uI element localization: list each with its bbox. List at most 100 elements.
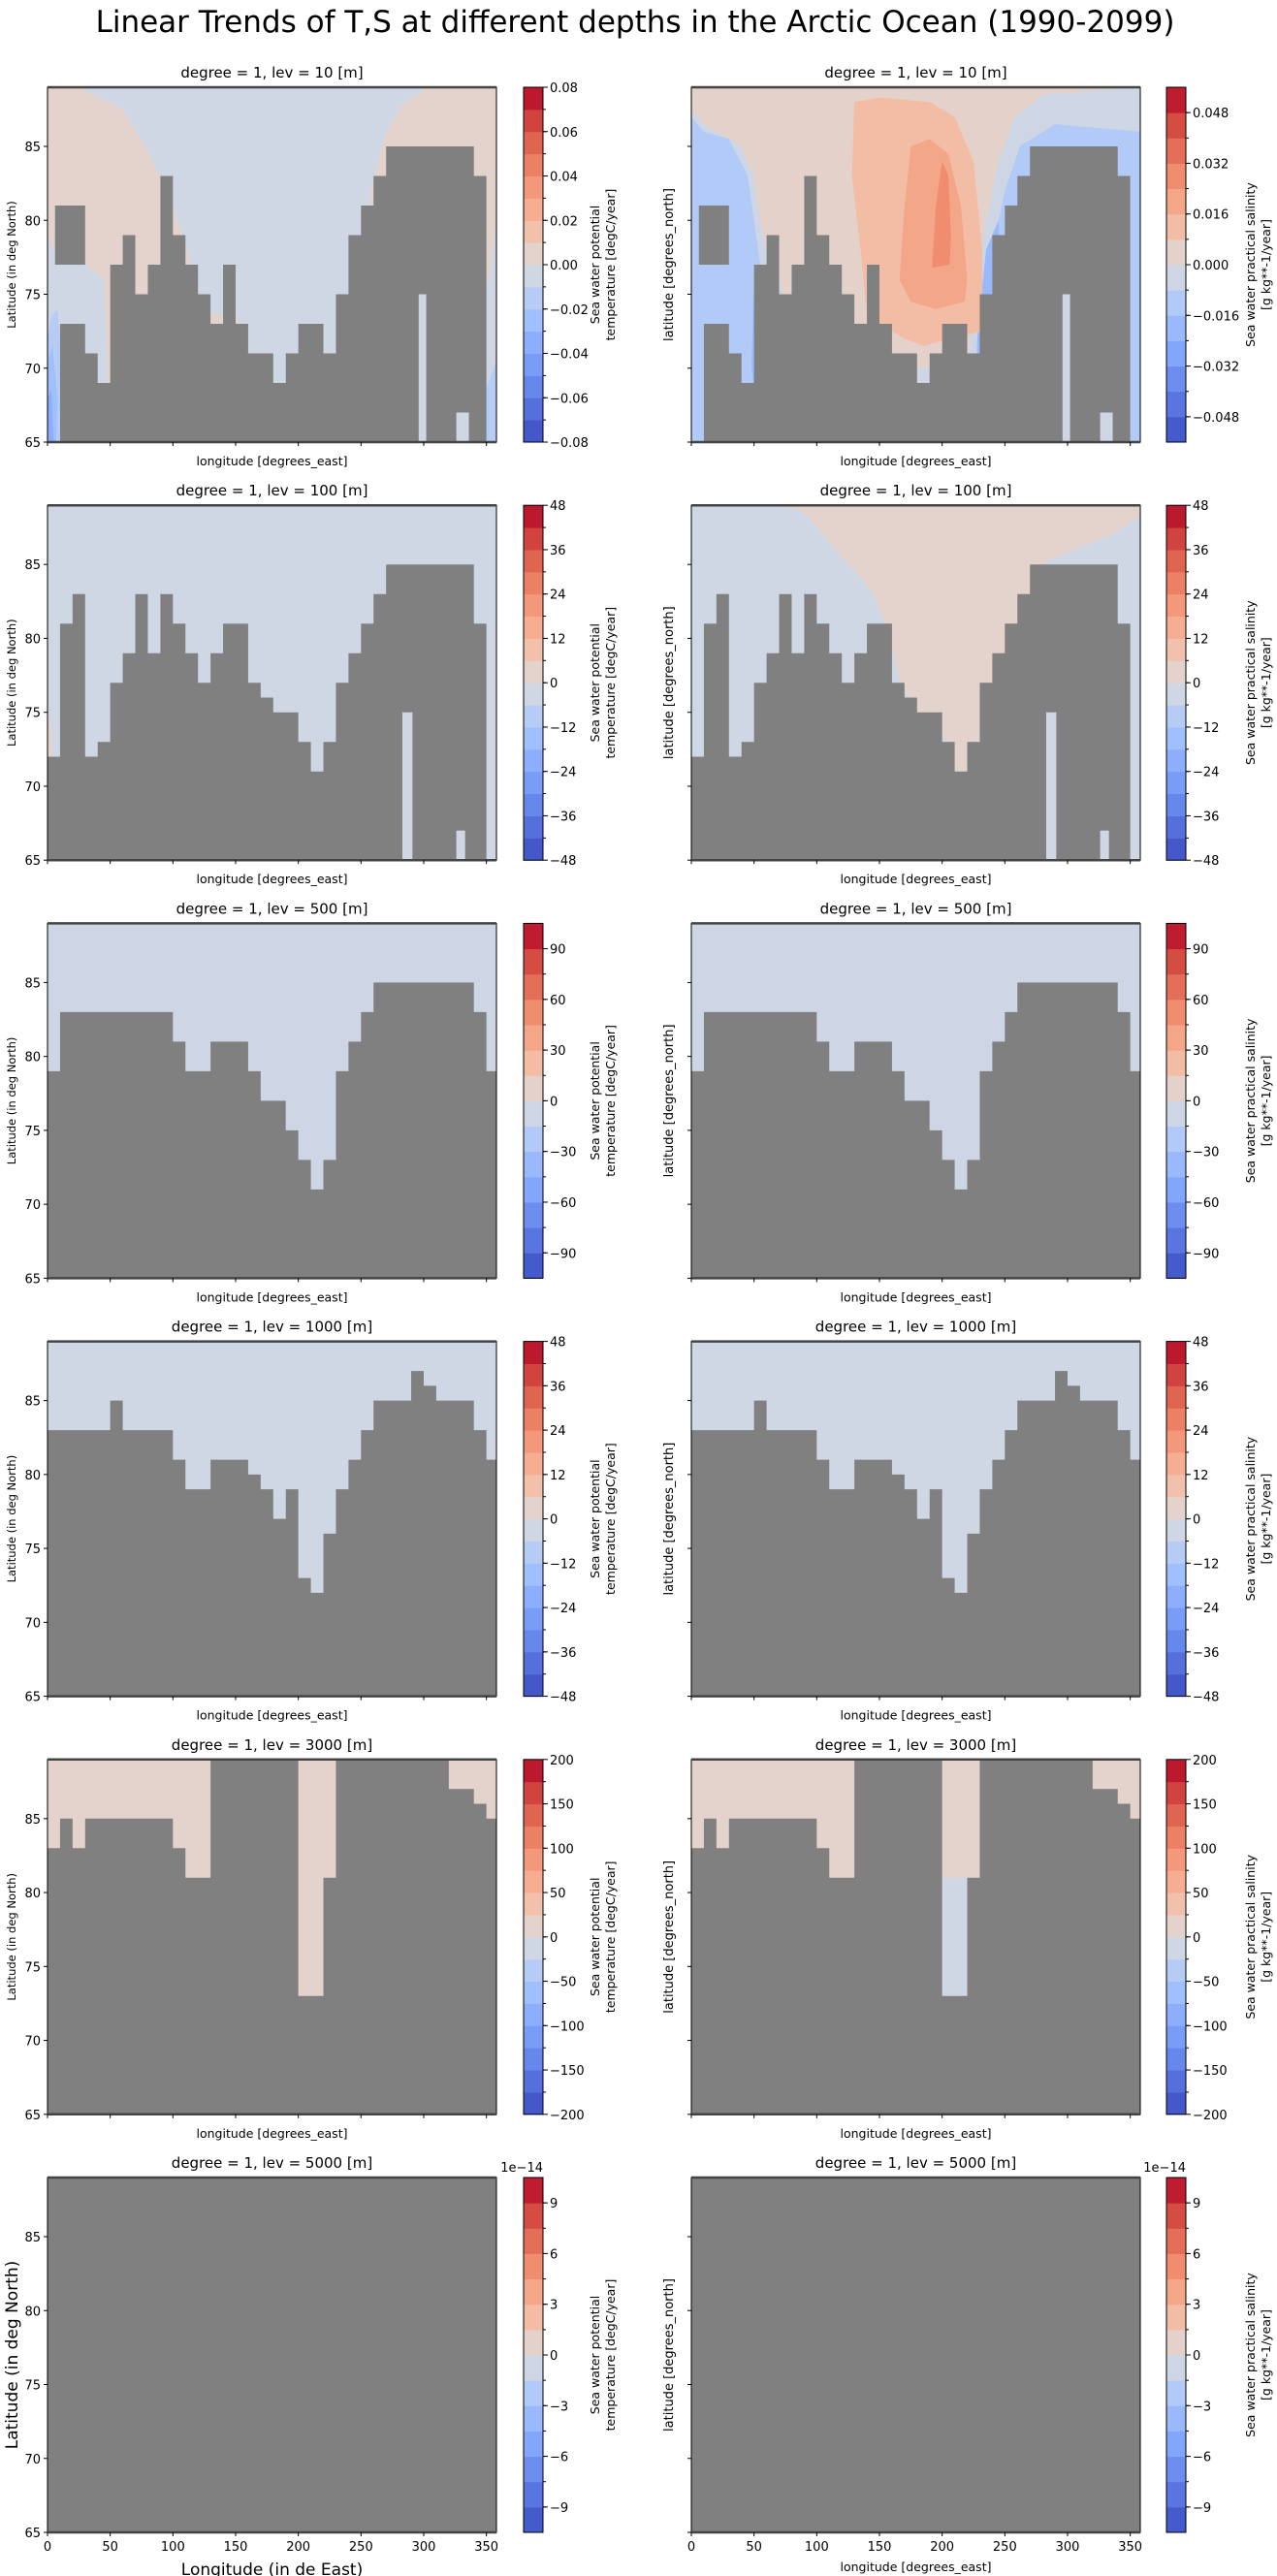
colorbar-band [1166, 1651, 1186, 1675]
colorbar-tick-label: 0.04 [550, 171, 578, 185]
colorbar-band [1166, 1474, 1186, 1498]
colorbar-tick-label: −0.08 [550, 436, 589, 451]
colorbar-band [1166, 2178, 1186, 2204]
y-tick-label: 65 [24, 1272, 41, 1287]
colorbar-tick-label: −0.032 [1193, 361, 1239, 375]
colorbar-tick-label: −36 [1193, 1646, 1219, 1661]
colorbar-band [524, 2048, 543, 2071]
colorbar-band [524, 375, 543, 398]
colorbar-tick-label: 12 [1193, 1469, 1209, 1483]
colorbar-tick-label: 0 [1193, 677, 1200, 691]
land-mask [691, 146, 1140, 442]
colorbar-band [1166, 2304, 1186, 2331]
colorbar-label: temperature [degC/year] [603, 2279, 618, 2432]
colorbar-band [524, 331, 543, 354]
colorbar-tick-label: −3 [550, 2400, 568, 2414]
colorbar-tick-label: −12 [1193, 721, 1219, 736]
colorbar-tick-label: 0.08 [550, 81, 578, 96]
panel-salinity-row-5: degree = 1, lev = 3000 [m] longitude [deg… [662, 1736, 1273, 2141]
colorbar-band [1166, 1126, 1186, 1153]
panel-title: degree = 1, lev = 3000 [m] [815, 1736, 1016, 1754]
y-tick-label: 65 [24, 436, 41, 451]
y-axis-label: Latitude (in deg North) [3, 2261, 22, 2450]
y-tick-label: 85 [24, 1813, 41, 1828]
land-mask [691, 982, 1140, 1279]
land-mask [48, 2178, 496, 2532]
colorbar-band [524, 131, 543, 155]
y-axis-label: latitude [degrees_north] [662, 188, 677, 341]
colorbar-band [524, 2070, 543, 2093]
ocean-channel [1062, 294, 1070, 442]
panel-salinity-row-1: degree = 1, lev = 10 [m] longitude [degre… [662, 64, 1273, 468]
colorbar-band [1166, 391, 1186, 418]
colorbar-band [524, 549, 543, 573]
colorbar-band [524, 793, 543, 816]
colorbar-tick-label: −90 [1193, 1247, 1219, 1261]
colorbar-band [1166, 1781, 1186, 1805]
y-tick-label: 80 [24, 1051, 41, 1065]
colorbar-band [524, 2456, 543, 2483]
colorbar-band [524, 1050, 543, 1076]
colorbar-band [1166, 1936, 1186, 1960]
colorbar-band [524, 705, 543, 728]
colorbar-offset-text: 1e−14 [500, 2161, 543, 2176]
colorbar-band [524, 505, 543, 528]
colorbar: −200 −150 −100 −50 0 50 100 150 200 Sea water pot… [523, 1754, 618, 2123]
colorbar-band [1166, 1363, 1186, 1386]
colorbar-tick-label: −0.06 [550, 392, 589, 406]
colorbar-tick-label: −24 [550, 766, 576, 780]
x-axis-label: longitude [degrees_east] [841, 1289, 992, 1304]
colorbar-band [1166, 1024, 1186, 1051]
colorbar-band [524, 2329, 543, 2356]
colorbar-tick-label: −60 [550, 1196, 576, 1211]
colorbar-tick-label: 36 [1193, 1380, 1209, 1394]
colorbar-tick-label: 90 [1193, 943, 1209, 958]
colorbar-label: Sea water potential [588, 1459, 602, 1577]
x-tick-label: 100 [805, 2540, 829, 2555]
colorbar-band [1166, 1100, 1186, 1128]
x-tick-label: 50 [102, 2540, 118, 2555]
colorbar-band [524, 1673, 543, 1698]
colorbar-tick-label: −48 [1193, 1691, 1219, 1705]
y-tick-label: 70 [24, 1616, 41, 1631]
y-tick-label: 80 [24, 632, 41, 647]
land-mask [48, 1759, 496, 2115]
colorbar-band [1166, 265, 1186, 291]
colorbar-band [524, 1126, 543, 1153]
land-island [698, 206, 729, 265]
plot-area [48, 2178, 496, 2532]
colorbar-tick-label: −12 [550, 1557, 576, 1572]
colorbar-band [1166, 1607, 1186, 1631]
colorbar-band [524, 2481, 543, 2508]
colorbar-band [524, 726, 543, 750]
colorbar-band [524, 1151, 543, 1178]
colorbar-band [524, 1363, 543, 1386]
colorbar-tick-label: 150 [550, 1798, 574, 1813]
colorbar-tick-label: 50 [550, 1887, 566, 1901]
colorbar-band [524, 1100, 543, 1128]
colorbar-label: [g kg**-1/year] [1259, 1474, 1273, 1565]
colorbar-tick-label: 0 [1193, 2349, 1200, 2364]
ocean-channel [456, 412, 469, 442]
land-mask [48, 146, 496, 442]
colorbar-band [1166, 1253, 1186, 1279]
land-island [54, 206, 85, 265]
colorbar-band [524, 1781, 543, 1805]
colorbar-band [524, 2405, 543, 2432]
colorbar-band [1166, 1341, 1186, 1364]
panel-title: degree = 1, lev = 5000 [m] [815, 2154, 1016, 2172]
panel-title: degree = 1, lev = 500 [m] [176, 900, 368, 917]
ocean-channel [418, 294, 427, 442]
colorbar-band [1166, 1848, 1186, 1871]
colorbar-tick-label: 48 [1193, 499, 1209, 514]
colorbar-tick-label: 100 [550, 1842, 574, 1857]
colorbar-band [1166, 705, 1186, 728]
colorbar-tick-label: −30 [1193, 1146, 1219, 1161]
colorbar-band [1166, 549, 1186, 573]
colorbar-tick-label: −200 [550, 2109, 585, 2123]
x-tick-label: 150 [868, 2540, 892, 2555]
colorbar-band [1166, 2481, 1186, 2508]
colorbar-band [524, 999, 543, 1026]
colorbar-band [1166, 1563, 1186, 1586]
colorbar-label: Sea water potential [588, 623, 602, 742]
